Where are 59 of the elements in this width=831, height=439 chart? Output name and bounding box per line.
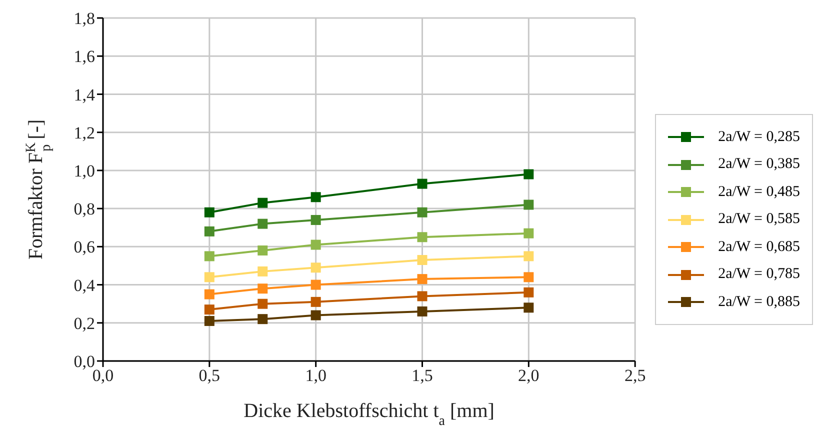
point (204, 251, 214, 262)
point (524, 228, 534, 238)
legend-label: 2a/W = 0,585 (718, 211, 800, 228)
y-tick-label: 0,0 (74, 352, 95, 372)
point (417, 306, 428, 316)
point (258, 266, 268, 276)
legend-label: 2a/W = 0,485 (718, 184, 800, 200)
legend-label: 2a/W = 0,685 (718, 238, 800, 256)
point (310, 214, 321, 225)
y-tick-label: 0,6 (74, 238, 95, 257)
y-tick-label: 1,8 (74, 9, 95, 28)
legend-label: 2a/W = 0,885 (718, 294, 800, 310)
point (258, 245, 268, 256)
x-tick-label: 0,5 (198, 366, 220, 386)
point (524, 302, 534, 313)
point (204, 272, 214, 282)
x-tick-label: 1,0 (305, 366, 326, 386)
point (204, 316, 214, 326)
point (524, 251, 534, 262)
point (524, 200, 534, 210)
point (204, 207, 214, 218)
y-tick-label: 1,0 (74, 161, 95, 180)
point (524, 287, 534, 298)
point (524, 169, 534, 180)
point (417, 232, 428, 242)
point (204, 226, 214, 236)
point (310, 262, 321, 273)
point (258, 218, 268, 229)
legend-label: 2a/W = 0,785 (718, 266, 800, 283)
point (417, 255, 428, 266)
point (310, 280, 321, 290)
point (310, 296, 321, 307)
point (310, 192, 321, 202)
point (524, 272, 534, 282)
point (258, 284, 268, 294)
point (258, 198, 268, 208)
point (310, 240, 321, 250)
point (417, 274, 428, 284)
y-tick-label: 0,4 (74, 276, 96, 295)
x-tick-label: 2,5 (624, 366, 646, 386)
point (204, 304, 214, 315)
point (258, 298, 268, 309)
x-tick-label: 1,5 (412, 366, 433, 386)
y-tick-label: 0,2 (74, 314, 95, 333)
point (204, 289, 214, 300)
legend-label: 2a/W = 0,285 (718, 128, 800, 146)
x-axis-title: Dicke Klebstoffschicht t$_{a}$ [mm] (244, 400, 494, 428)
x-tick-label: 0,0 (92, 366, 114, 386)
y-tick-label: 0,8 (74, 200, 95, 219)
legend-label: 2a/W = 0,385 (718, 156, 800, 173)
y-tick-label: 1,2 (74, 123, 95, 142)
point (310, 310, 321, 320)
y-tick-label: 1,4 (74, 85, 96, 104)
x-tick-label: 2,0 (518, 366, 540, 386)
y-tick-label: 1,6 (74, 47, 95, 66)
point (417, 178, 428, 189)
point (258, 314, 268, 324)
point (417, 291, 428, 302)
point (417, 207, 428, 218)
